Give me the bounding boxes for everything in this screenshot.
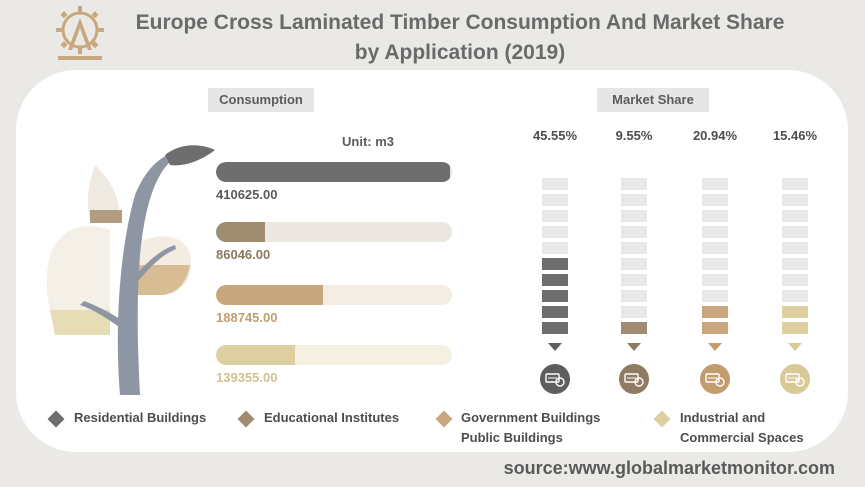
market-share-value-government: 20.94% bbox=[692, 128, 738, 143]
market-share-segment-industrial bbox=[782, 210, 808, 222]
source-text: source:www.globalmarketmonitor.com bbox=[503, 458, 835, 478]
market-share-segment-residential bbox=[542, 226, 568, 238]
consumption-bar-track-industrial bbox=[216, 345, 452, 365]
tree-illustration bbox=[46, 145, 215, 395]
market-share-segment-residential bbox=[542, 290, 568, 302]
consumption-bar-track-residential bbox=[216, 162, 452, 182]
consumption-value-industrial: 139355.00 bbox=[216, 370, 278, 385]
down-arrow-icon bbox=[627, 343, 641, 351]
consumption-bar-residential bbox=[216, 162, 450, 182]
money-icon bbox=[619, 364, 649, 394]
market-share-segment-government bbox=[702, 178, 728, 190]
title-line-1: Europe Cross Laminated Timber Consumptio… bbox=[135, 11, 785, 34]
legend-label-residential: Residential Buildings bbox=[74, 410, 207, 425]
market-share-segment-industrial bbox=[782, 178, 808, 190]
consumption-bar-government bbox=[216, 285, 324, 305]
market-share-segment-residential bbox=[542, 274, 568, 286]
consumption-value-government: 188745.00 bbox=[216, 310, 278, 325]
consumption-bar-track-government bbox=[216, 285, 452, 305]
market-share-segment-educational bbox=[621, 322, 647, 334]
market-share-segment-government bbox=[702, 258, 728, 270]
legend-label-industrial: Industrial and Commercial Spaces bbox=[680, 410, 804, 445]
consumption-value-educational: 86046.00 bbox=[216, 247, 271, 262]
consumption-label: Consumption bbox=[208, 88, 314, 112]
page-title: Europe Cross Laminated Timber Consumptio… bbox=[110, 8, 810, 68]
market-share-value-educational: 9.55% bbox=[615, 128, 653, 143]
legend-label-educational: Educational Institutes bbox=[264, 410, 400, 425]
down-arrow-icon bbox=[548, 343, 562, 351]
market-share-value-industrial: 15.46% bbox=[772, 128, 818, 143]
market-share-segment-industrial bbox=[782, 242, 808, 254]
consumption-value-residential: 410625.00 bbox=[216, 187, 278, 202]
market-share-segment-educational bbox=[621, 242, 647, 254]
unit-label: Unit: m3 bbox=[342, 134, 394, 149]
market-share-segment-educational bbox=[621, 210, 647, 222]
logo-icon bbox=[56, 6, 104, 60]
market-share-segment-residential bbox=[542, 242, 568, 254]
consumption-bar-educational bbox=[216, 222, 265, 242]
money-icon bbox=[700, 364, 730, 394]
legend-label-government: Government Buildings Public Buildings bbox=[461, 410, 601, 445]
market-share-segment-residential bbox=[542, 322, 568, 334]
consumption-bar-track-educational bbox=[216, 222, 452, 242]
market-share-segment-educational bbox=[621, 274, 647, 286]
down-arrow-icon bbox=[708, 343, 722, 351]
market-share-label: Market Share bbox=[597, 88, 709, 112]
market-share-segment-government bbox=[702, 194, 728, 206]
market-share-segment-educational bbox=[621, 306, 647, 318]
market-share-segment-educational bbox=[621, 226, 647, 238]
market-share-segment-government bbox=[702, 306, 728, 318]
market-share-segment-educational bbox=[621, 290, 647, 302]
market-share-segment-industrial bbox=[782, 258, 808, 270]
title-line-2: by Application (2019) bbox=[354, 41, 566, 64]
market-share-segment-government bbox=[702, 226, 728, 238]
market-share-segment-residential bbox=[542, 258, 568, 270]
market-share-segment-government bbox=[702, 322, 728, 334]
money-icon bbox=[780, 364, 810, 394]
market-share-segment-government bbox=[702, 242, 728, 254]
market-share-segment-educational bbox=[621, 178, 647, 190]
market-share-segment-industrial bbox=[782, 226, 808, 238]
market-share-segment-industrial bbox=[782, 322, 808, 334]
consumption-bar-industrial bbox=[216, 345, 296, 365]
market-share-segment-government bbox=[702, 274, 728, 286]
market-share-value-residential: 45.55% bbox=[532, 128, 578, 143]
market-share-segment-industrial bbox=[782, 194, 808, 206]
market-share-segment-residential bbox=[542, 194, 568, 206]
market-share-segment-industrial bbox=[782, 290, 808, 302]
down-arrow-icon bbox=[788, 343, 802, 351]
market-share-segment-residential bbox=[542, 210, 568, 222]
market-share-segment-educational bbox=[621, 258, 647, 270]
market-share-segment-government bbox=[702, 210, 728, 222]
market-share-segment-residential bbox=[542, 178, 568, 190]
market-share-segment-residential bbox=[542, 306, 568, 318]
money-icon bbox=[540, 364, 570, 394]
market-share-segment-educational bbox=[621, 194, 647, 206]
market-share-segment-government bbox=[702, 290, 728, 302]
market-share-segment-industrial bbox=[782, 306, 808, 318]
market-share-segment-industrial bbox=[782, 274, 808, 286]
